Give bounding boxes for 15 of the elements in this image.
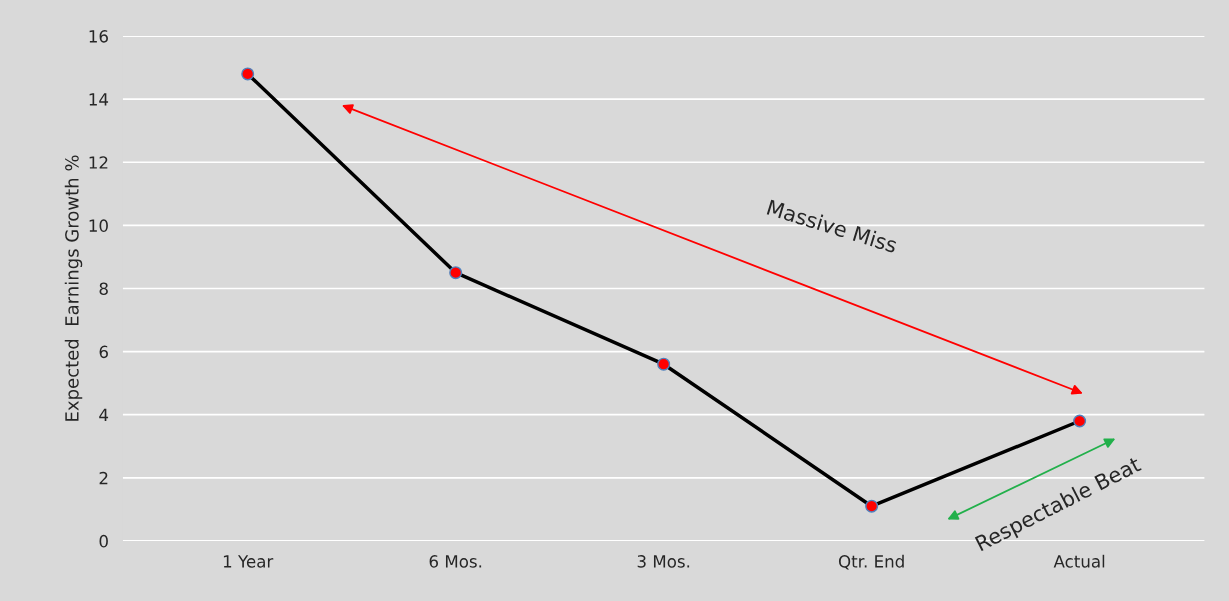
y-tick-label: 12	[89, 156, 108, 169]
x-tick-label: 1 Year	[223, 555, 274, 568]
y-axis-title: Expected Earnings Growth %	[64, 155, 83, 421]
y-tick-label: 6	[99, 345, 108, 359]
y-tick-label: 16	[89, 30, 108, 43]
x-tick-label: Actual	[1053, 554, 1105, 568]
x-tick-label: 3 Mos.	[637, 555, 690, 568]
x-tick-label: Qtr. End	[838, 554, 904, 570]
y-tick-label: 2	[99, 471, 108, 485]
y-tick-label: 8	[99, 282, 108, 296]
y-tick-label: 14	[89, 93, 109, 106]
y-tick-label: 4	[99, 408, 109, 422]
y-tick-label: 10	[89, 219, 108, 232]
y-tick-label: 0	[99, 534, 108, 548]
x-tick-label: 6 Mos.	[429, 555, 482, 568]
